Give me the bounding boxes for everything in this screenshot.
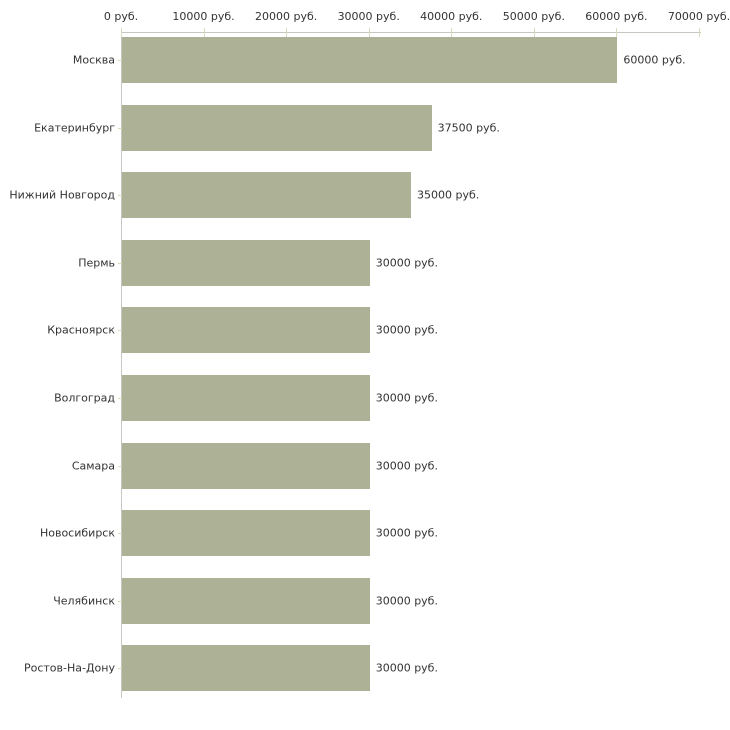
bar bbox=[122, 442, 370, 489]
y-axis-tick-mark bbox=[118, 398, 125, 399]
x-axis-tick-label: 30000 руб. bbox=[337, 10, 400, 23]
x-axis-tick-mark bbox=[203, 28, 205, 37]
bar-value-label: 37500 руб. bbox=[437, 121, 500, 135]
category-label: Челябинск bbox=[53, 594, 115, 608]
bar bbox=[122, 239, 370, 286]
y-axis-tick-mark bbox=[118, 60, 125, 61]
x-axis-tick-label: 70000 руб. bbox=[667, 10, 730, 23]
bar-value-label: 60000 руб. bbox=[623, 53, 686, 67]
x-axis-tick-mark bbox=[451, 28, 453, 37]
bar bbox=[122, 577, 370, 624]
y-axis-tick-mark bbox=[118, 262, 125, 264]
x-axis-tick-mark bbox=[616, 28, 618, 37]
bar-value-label: 30000 руб. bbox=[375, 526, 438, 540]
y-axis-tick-mark bbox=[118, 127, 125, 129]
bar bbox=[122, 307, 370, 354]
x-axis-tick-mark bbox=[368, 28, 370, 37]
x-axis-tick-label: 10000 руб. bbox=[172, 10, 235, 23]
y-axis-tick-mark bbox=[118, 668, 125, 670]
x-axis-tick-label: 20000 руб. bbox=[255, 10, 318, 23]
bar bbox=[122, 172, 411, 219]
category-label: Нижний Новгород bbox=[9, 188, 115, 202]
bar-value-label: 35000 руб. bbox=[417, 188, 480, 202]
category-label: Волгоград bbox=[54, 391, 115, 405]
bar bbox=[122, 645, 370, 692]
bar bbox=[122, 104, 432, 151]
y-axis-tick-mark bbox=[118, 600, 125, 602]
x-axis-tick-mark bbox=[699, 28, 700, 37]
bar-value-label: 30000 руб. bbox=[375, 391, 438, 405]
category-label: Самара bbox=[71, 459, 115, 473]
y-axis-tick-mark bbox=[118, 533, 125, 535]
bar bbox=[122, 375, 370, 421]
y-axis-tick-mark bbox=[118, 330, 125, 332]
x-axis-tick-mark bbox=[533, 28, 535, 37]
bar-value-label: 30000 руб. bbox=[375, 459, 438, 473]
bar-value-label: 30000 руб. bbox=[375, 661, 438, 675]
y-axis-line bbox=[121, 32, 122, 698]
category-label: Новосибирск bbox=[39, 526, 115, 540]
category-label: Красноярск bbox=[47, 323, 115, 337]
bar-value-label: 30000 руб. bbox=[375, 256, 438, 270]
x-axis-tick-label: 60000 руб. bbox=[585, 10, 648, 23]
x-axis-tick-mark bbox=[286, 28, 288, 37]
category-label: Ростов-На-Дону bbox=[23, 661, 115, 675]
x-axis-tick-mark bbox=[121, 28, 122, 37]
x-axis-tick-label: 50000 руб. bbox=[502, 10, 565, 23]
bar-value-label: 30000 руб. bbox=[375, 323, 438, 337]
bar bbox=[122, 510, 370, 557]
x-axis-tick-label: 40000 руб. bbox=[420, 10, 483, 23]
x-axis-tick-label: 0 руб. bbox=[103, 10, 139, 23]
bar bbox=[122, 37, 618, 83]
y-axis-tick-mark bbox=[118, 465, 125, 467]
x-axis-line bbox=[121, 32, 701, 33]
bar-value-label: 30000 руб. bbox=[375, 594, 438, 608]
category-label: Пермь bbox=[78, 256, 115, 270]
category-label: Москва bbox=[72, 53, 115, 67]
category-label: Екатеринбург bbox=[34, 121, 115, 135]
y-axis-tick-mark bbox=[118, 195, 125, 197]
